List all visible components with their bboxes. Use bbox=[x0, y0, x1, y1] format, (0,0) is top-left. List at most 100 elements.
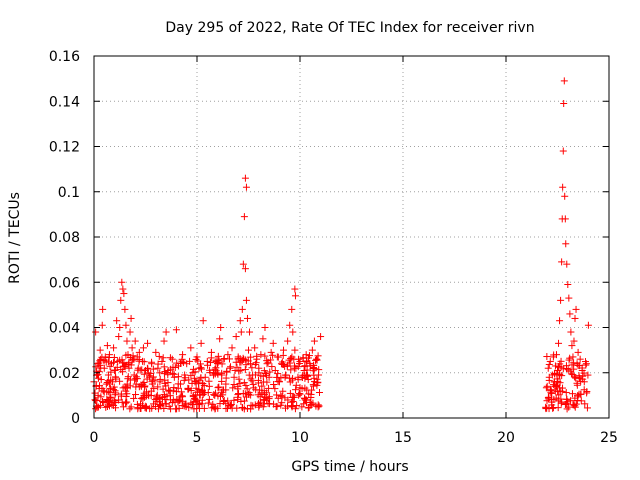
data-point bbox=[92, 328, 100, 336]
axis-ticks bbox=[93, 55, 610, 419]
band-point bbox=[254, 379, 262, 387]
band-point bbox=[227, 363, 235, 371]
band-point bbox=[316, 389, 324, 397]
band-point bbox=[273, 391, 281, 399]
chart-title: Day 295 of 2022, Rate Of TEC Index for r… bbox=[165, 20, 534, 36]
data-point bbox=[292, 364, 300, 372]
band-point bbox=[303, 358, 311, 366]
data-point bbox=[296, 357, 304, 365]
data-point bbox=[116, 324, 124, 331]
band-point bbox=[170, 384, 178, 392]
band-point bbox=[290, 393, 298, 401]
data-point bbox=[247, 360, 255, 368]
data-point bbox=[96, 346, 104, 354]
data-point bbox=[119, 285, 127, 293]
band-point bbox=[271, 385, 279, 393]
band-point bbox=[247, 353, 255, 361]
band-point bbox=[543, 397, 551, 405]
band-point bbox=[309, 381, 317, 389]
band-point bbox=[214, 352, 222, 360]
band-point bbox=[116, 377, 124, 385]
band-point bbox=[255, 403, 263, 411]
band-point bbox=[258, 382, 266, 390]
band-point bbox=[565, 403, 573, 411]
data-point bbox=[312, 355, 320, 363]
band-point bbox=[558, 398, 566, 406]
band-point bbox=[252, 359, 260, 367]
band-point bbox=[256, 386, 264, 394]
y-tick-label: 0.06 bbox=[49, 275, 80, 291]
band-point bbox=[190, 374, 198, 382]
band-point bbox=[103, 403, 111, 411]
data-point bbox=[144, 339, 152, 347]
band-point bbox=[142, 404, 150, 412]
band-point bbox=[110, 386, 118, 394]
band-point bbox=[274, 394, 282, 402]
y-tick-label: 0.12 bbox=[49, 140, 80, 156]
data-point bbox=[185, 385, 193, 393]
data-point bbox=[566, 310, 574, 318]
band-point bbox=[584, 371, 592, 379]
data-point bbox=[105, 351, 113, 359]
band-point bbox=[173, 359, 181, 367]
data-point bbox=[555, 339, 563, 347]
y-tick-label: 0.04 bbox=[49, 321, 80, 337]
data-point bbox=[129, 355, 137, 363]
band-point bbox=[241, 390, 249, 398]
data-point bbox=[170, 373, 178, 381]
data-point bbox=[559, 183, 567, 191]
data-point bbox=[115, 333, 123, 341]
band-point bbox=[574, 361, 582, 369]
data-point bbox=[236, 317, 244, 325]
band-point bbox=[571, 402, 579, 410]
band-point bbox=[239, 404, 247, 412]
band-point bbox=[583, 404, 591, 412]
band-point bbox=[284, 396, 292, 404]
data-point bbox=[216, 335, 224, 343]
data-point bbox=[217, 324, 225, 331]
data-point bbox=[106, 385, 114, 393]
band-point bbox=[188, 379, 196, 387]
data-point bbox=[241, 174, 249, 182]
band-point bbox=[545, 393, 553, 401]
band-point bbox=[304, 371, 312, 379]
band-point bbox=[122, 398, 130, 406]
band-point bbox=[196, 399, 204, 407]
data-point bbox=[308, 346, 316, 354]
band-point bbox=[223, 368, 231, 376]
band-point bbox=[222, 374, 230, 382]
band-point bbox=[123, 383, 131, 391]
band-point bbox=[155, 352, 163, 360]
data-point bbox=[243, 314, 251, 322]
plot-frame bbox=[93, 55, 610, 419]
data-point bbox=[209, 369, 217, 377]
band-point bbox=[314, 403, 322, 411]
data-point bbox=[265, 373, 273, 381]
data-point bbox=[112, 373, 120, 381]
band-point bbox=[212, 356, 220, 364]
x-tick-label: 10 bbox=[291, 430, 309, 446]
data-point bbox=[99, 305, 107, 313]
band-point bbox=[156, 369, 164, 377]
data-point bbox=[131, 337, 139, 345]
band-point bbox=[216, 400, 224, 408]
band-point bbox=[236, 380, 244, 388]
band-point bbox=[149, 376, 157, 384]
band-point bbox=[222, 405, 230, 413]
band-point bbox=[575, 390, 583, 398]
data-point bbox=[273, 353, 281, 361]
data-point bbox=[584, 321, 592, 329]
data-point bbox=[109, 378, 117, 386]
band-point bbox=[152, 393, 160, 401]
data-point bbox=[99, 387, 107, 395]
x-axis-label: GPS time / hours bbox=[291, 459, 408, 475]
band-point bbox=[214, 404, 222, 412]
data-point bbox=[168, 355, 176, 363]
data-point bbox=[548, 371, 556, 379]
band-point bbox=[119, 403, 127, 411]
band-point bbox=[179, 358, 187, 366]
data-point bbox=[113, 317, 121, 325]
data-point bbox=[238, 305, 246, 313]
data-point bbox=[166, 387, 174, 395]
band-point bbox=[259, 372, 267, 380]
